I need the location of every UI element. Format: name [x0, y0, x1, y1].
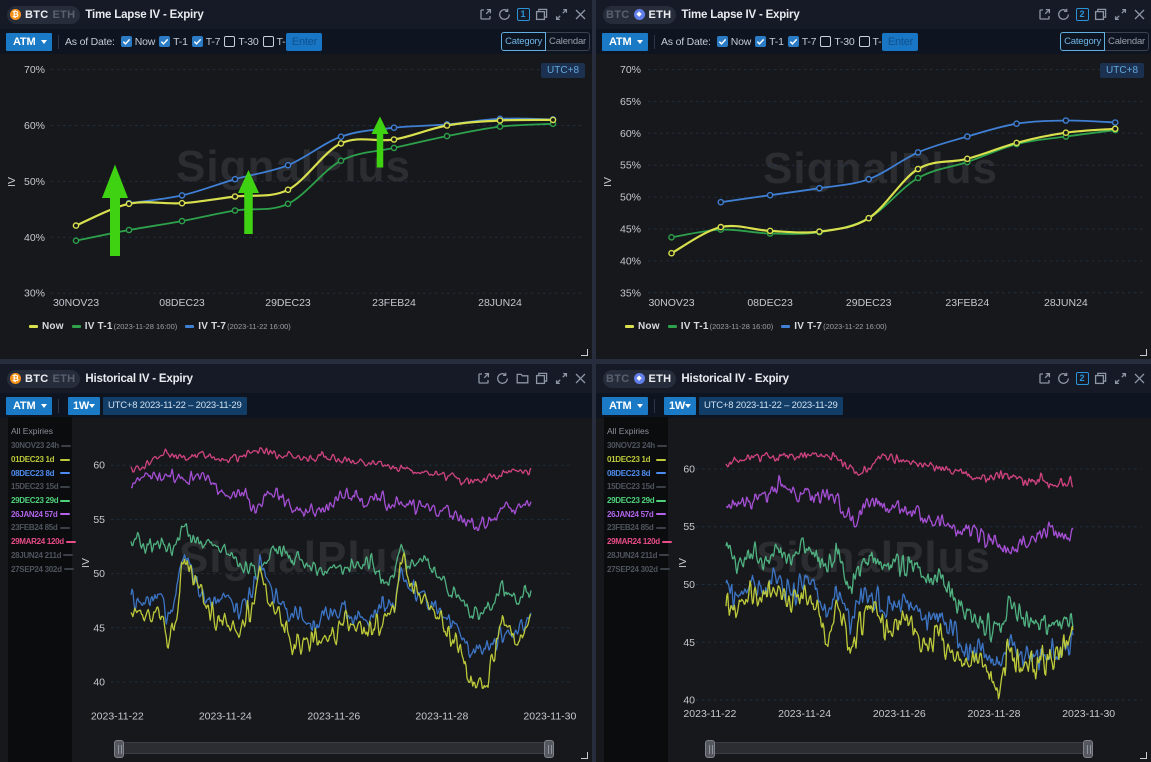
svg-text:40: 40: [93, 677, 105, 689]
svg-text:29DEC23: 29DEC23: [265, 297, 311, 309]
svg-text:40: 40: [683, 695, 695, 707]
svg-text:2023-11-24: 2023-11-24: [199, 711, 252, 723]
svg-text:50%: 50%: [24, 176, 45, 188]
svg-text:60%: 60%: [24, 120, 45, 132]
svg-text:28JUN24: 28JUN24: [1044, 297, 1088, 309]
svg-text:55: 55: [683, 521, 695, 533]
svg-text:2023-11-28: 2023-11-28: [415, 711, 468, 723]
svg-text:2023-11-28: 2023-11-28: [968, 708, 1021, 720]
svg-text:08DEC23: 08DEC23: [159, 297, 205, 309]
svg-text:50: 50: [683, 579, 695, 591]
svg-text:60%: 60%: [620, 128, 641, 140]
svg-text:50%: 50%: [620, 192, 641, 204]
svg-text:55: 55: [93, 514, 105, 526]
svg-text:70%: 70%: [620, 64, 641, 76]
svg-text:70%: 70%: [24, 64, 45, 76]
svg-text:50: 50: [93, 568, 105, 580]
svg-text:45: 45: [93, 622, 105, 634]
svg-text:45: 45: [683, 637, 695, 649]
svg-text:08DEC23: 08DEC23: [747, 297, 793, 309]
svg-text:2023-11-30: 2023-11-30: [1062, 708, 1115, 720]
svg-text:2023-11-22: 2023-11-22: [683, 708, 736, 720]
svg-text:2023-11-26: 2023-11-26: [307, 711, 360, 723]
svg-text:28JUN24: 28JUN24: [478, 297, 522, 309]
svg-text:30NOV23: 30NOV23: [648, 297, 694, 309]
svg-text:2023-11-26: 2023-11-26: [873, 708, 926, 720]
svg-text:55%: 55%: [620, 160, 641, 172]
svg-text:29DEC23: 29DEC23: [846, 297, 892, 309]
svg-text:23FEB24: 23FEB24: [372, 297, 416, 309]
svg-text:35%: 35%: [620, 287, 641, 299]
svg-text:65%: 65%: [620, 96, 641, 108]
svg-text:2023-11-22: 2023-11-22: [91, 711, 144, 723]
svg-text:2023-11-24: 2023-11-24: [778, 708, 831, 720]
svg-text:60: 60: [93, 460, 105, 472]
svg-text:60: 60: [683, 464, 695, 476]
svg-text:45%: 45%: [620, 224, 641, 236]
svg-text:23FEB24: 23FEB24: [945, 297, 989, 309]
svg-text:40%: 40%: [620, 255, 641, 267]
svg-text:40%: 40%: [24, 232, 45, 244]
svg-text:30NOV23: 30NOV23: [53, 297, 99, 309]
svg-text:30%: 30%: [24, 288, 45, 300]
svg-text:2023-11-30: 2023-11-30: [523, 711, 576, 723]
